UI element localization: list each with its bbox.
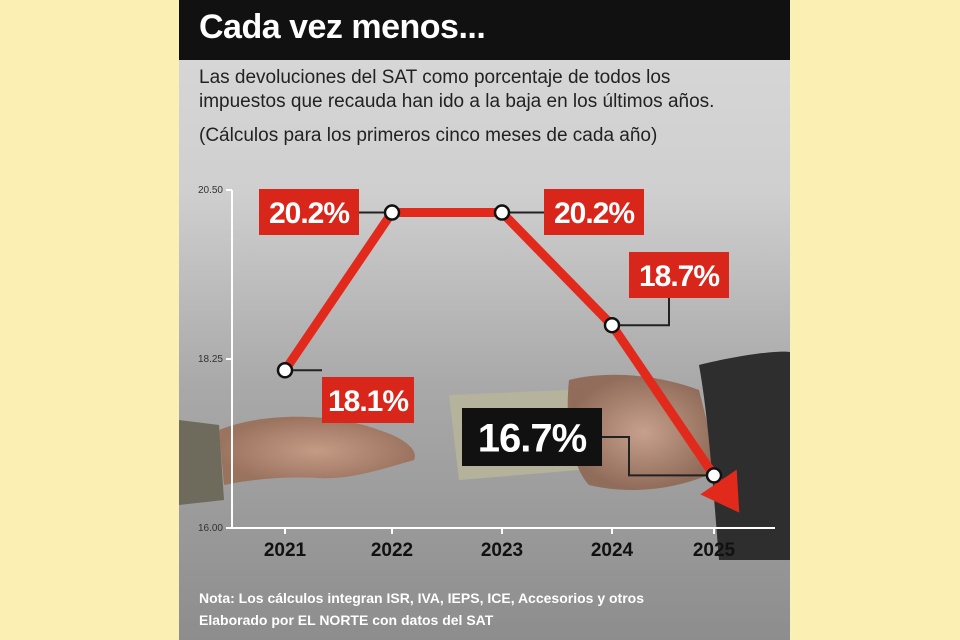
- data-label: 20.2%: [269, 197, 349, 230]
- data-labels: 18.1%20.2% 20.2%18.7%16.7%: [259, 189, 729, 466]
- data-label-box: [629, 252, 729, 298]
- right-hand-shape: [567, 374, 719, 490]
- subtitle-line-1: Las devoluciones del SAT como porcentaje…: [199, 67, 671, 88]
- background-photo: [179, 351, 790, 560]
- data-label-box: [259, 189, 359, 235]
- series-arrowhead: [700, 469, 740, 513]
- data-label: 18.1%: [328, 385, 408, 418]
- y-tick-label: 16.00: [198, 523, 223, 534]
- footer-credit: Elaborado por EL NORTE con datos del SAT: [199, 612, 494, 628]
- data-label: 16.7%: [478, 416, 587, 460]
- chart-subtitle: Las devoluciones del SAT como porcentaje…: [199, 66, 714, 114]
- data-label-box: [544, 189, 644, 235]
- x-tick-label: 2024: [591, 540, 634, 561]
- data-point: [705, 467, 723, 484]
- footer-note: Nota: Los cálculos integran ISR, IVA, IE…: [199, 590, 644, 606]
- label-leader-line: [602, 436, 714, 477]
- x-tick-label: 2025: [693, 540, 736, 561]
- x-tick-label: 2021: [264, 540, 307, 561]
- right-sleeve-shape: [699, 351, 790, 560]
- x-tick-label: 2023: [481, 540, 523, 561]
- infographic-card: Cada vez menos... Las devoluciones del S…: [179, 0, 790, 640]
- left-hand-shape: [219, 416, 415, 485]
- data-point: [276, 362, 294, 379]
- data-label-box: [462, 408, 602, 466]
- chart-title: Cada vez menos...: [199, 8, 486, 46]
- title-bar: Cada vez menos...: [179, 0, 790, 60]
- subtitle-note: (Cálculos para los primeros cinco meses …: [199, 125, 658, 146]
- y-tick-label: 20.50: [198, 185, 223, 196]
- data-point: [493, 204, 511, 221]
- data-point: [383, 204, 401, 221]
- y-ticks: 16.00 18.25 20.50: [198, 185, 232, 534]
- label-leader-line: [612, 298, 670, 327]
- data-label: 20.2%: [554, 197, 634, 230]
- data-label: 18.7%: [639, 260, 719, 293]
- left-sleeve-shape: [179, 420, 224, 505]
- x-tick-label: 2022: [371, 540, 413, 561]
- line-chart: 16.00 18.25 20.50 2021 2022 2023 2024 2025 18.…: [179, 185, 790, 561]
- data-label-box: [322, 377, 414, 423]
- data-point: [603, 316, 621, 334]
- y-tick-label: 18.25: [198, 354, 223, 365]
- data-points: [276, 204, 723, 484]
- subtitle-line-2: impuestos que recauda han ido a la baja …: [199, 91, 715, 112]
- x-ticks: 2021 2022 2023 2024 2025: [264, 528, 736, 561]
